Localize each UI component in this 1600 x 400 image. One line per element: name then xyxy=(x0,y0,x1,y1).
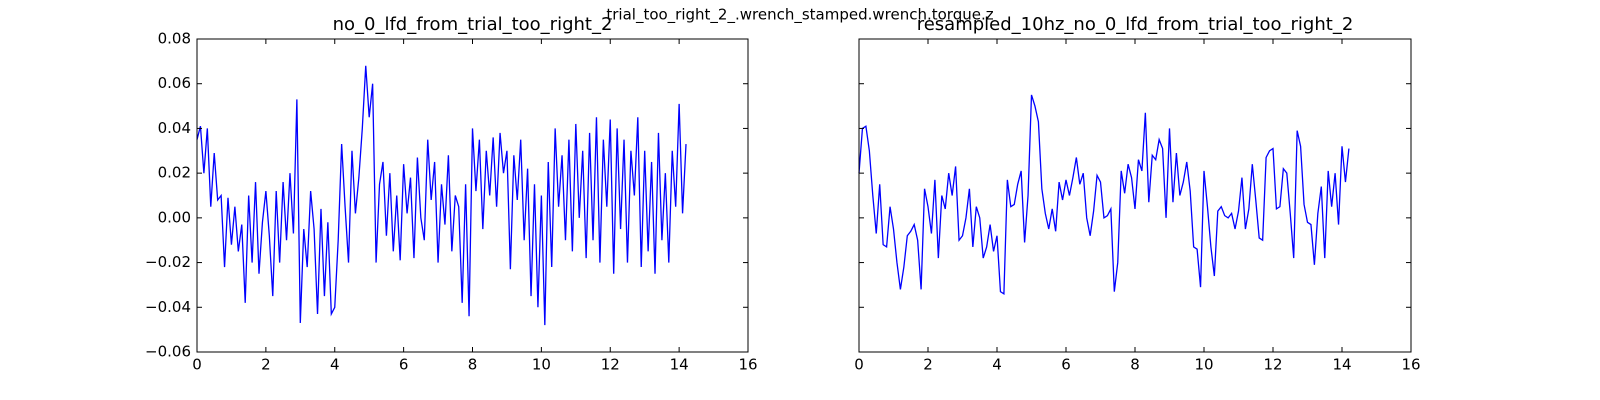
x-tick-label: 0 xyxy=(854,356,864,374)
x-tick-label: 4 xyxy=(330,356,340,374)
chart-title: no_0_lfd_from_trial_too_right_2 xyxy=(333,14,613,35)
data-line xyxy=(858,94,1350,296)
x-tick-label: 16 xyxy=(738,356,757,374)
x-tick-label: 12 xyxy=(601,356,620,374)
x-tick-label: 0 xyxy=(192,356,202,374)
x-tick-label: 10 xyxy=(1194,356,1213,374)
x-tick-label: 12 xyxy=(1263,356,1282,374)
x-tick-label: 2 xyxy=(923,356,933,374)
x-tick-label: 6 xyxy=(1061,356,1071,374)
x-tick-label: 4 xyxy=(992,356,1002,374)
y-tick-label: 0.04 xyxy=(158,119,191,137)
x-tick-label: 14 xyxy=(670,356,689,374)
figure-title: trial_too_right_2_.wrench_stamped.wrench… xyxy=(606,6,993,25)
chart-title: resampled_10hz_no_0_lfd_from_trial_too_r… xyxy=(917,14,1354,35)
x-tick-label: 8 xyxy=(1130,356,1140,374)
x-tick-label: 2 xyxy=(261,356,271,374)
y-tick-label: 0.00 xyxy=(158,208,191,226)
x-tick-label: 14 xyxy=(1332,356,1351,374)
x-tick-label: 6 xyxy=(399,356,409,374)
y-tick-label: −0.06 xyxy=(145,343,191,361)
x-tick-label: 16 xyxy=(1401,356,1420,374)
y-tick-label: 0.02 xyxy=(158,164,191,182)
data-line xyxy=(196,65,687,326)
y-tick-label: −0.02 xyxy=(145,253,191,271)
x-tick-label: 8 xyxy=(468,356,478,374)
y-tick-label: −0.04 xyxy=(145,298,191,316)
y-tick-label: 0.06 xyxy=(158,74,191,92)
x-tick-label: 10 xyxy=(532,356,551,374)
y-tick-label: 0.08 xyxy=(158,30,191,48)
